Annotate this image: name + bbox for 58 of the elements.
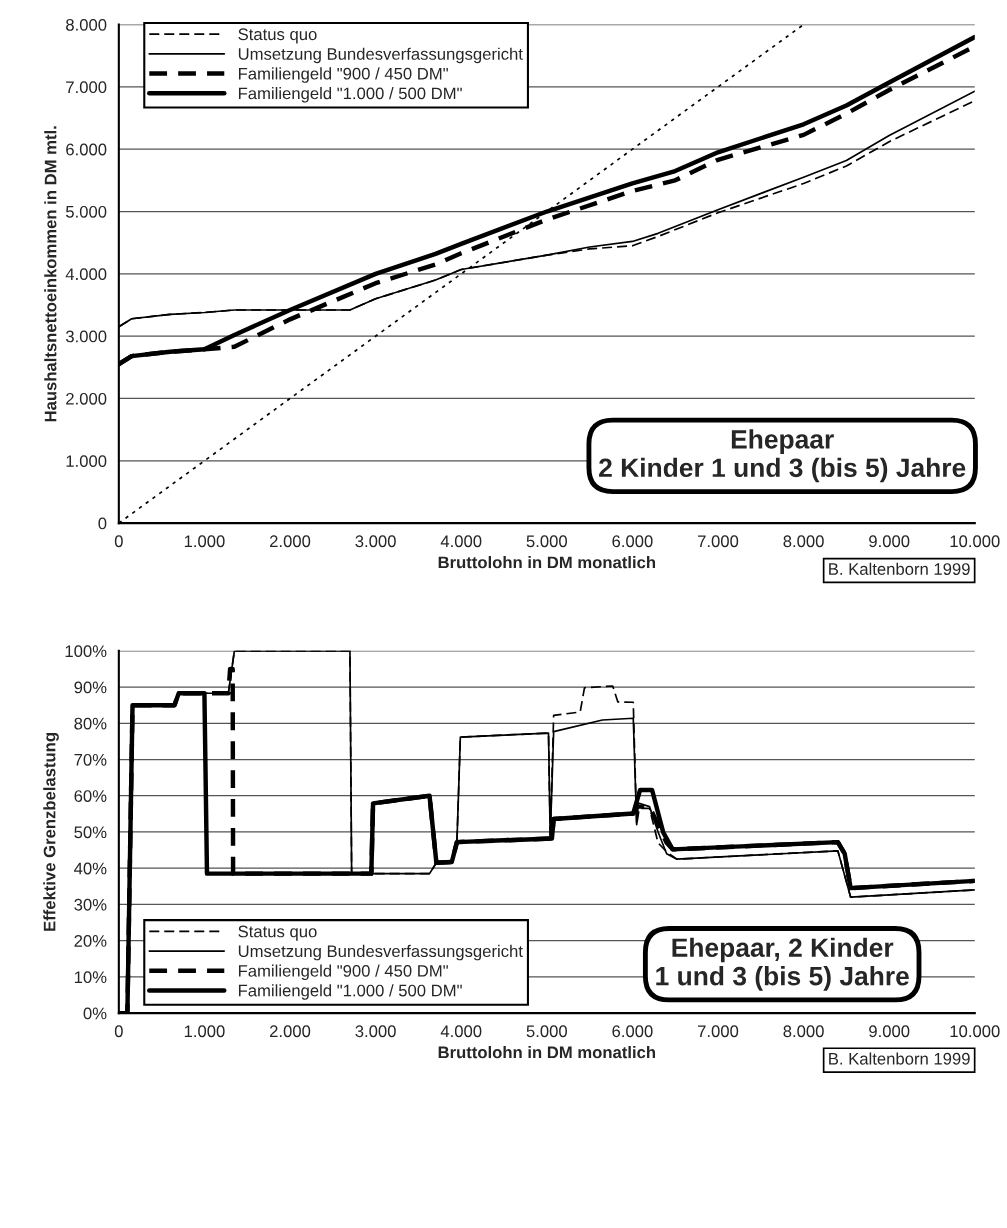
x-tick-label: 3.000 (355, 535, 396, 548)
text: B. Kaltenborn 1999 (829, 562, 970, 575)
x-tick-label: 5.000 (526, 535, 567, 548)
x-tick-label: 0 (114, 535, 123, 548)
annotation: Ehepaar 2 Kinder 1 und 3 (bis 5) Jahre (599, 429, 966, 483)
annotation: Ehepaar, 2 Kinder 1 und 3 (bis 5) Jahre (656, 937, 909, 991)
legend-label: Umsetzung Bundesverfassungsgericht (238, 47, 523, 64)
y-tick-label: 0% (83, 1007, 107, 1020)
x-tick-label: 8.000 (783, 535, 824, 548)
y-tick-label: 2.000 (66, 392, 107, 405)
x-tick-label: 0 (114, 1025, 123, 1038)
x-tick-label: 4.000 (440, 1025, 482, 1038)
legend-label: Familiengeld "1.000 / 500 DM" (238, 984, 462, 1000)
x-tick-label: 6.000 (612, 535, 653, 548)
x-axis-title: Bruttolohn in DM monatlich (438, 1046, 656, 1059)
y-tick-label: 40% (74, 862, 107, 875)
y-tick-label: 20% (74, 935, 107, 947)
x-tick-label: 7.000 (697, 1025, 739, 1038)
x-tick-label: 2.000 (270, 1025, 311, 1038)
y-tick-label: 0 (98, 517, 107, 530)
y-tick-label: 60% (74, 790, 107, 802)
y-tick-label: 7.000 (66, 81, 107, 94)
x-tick-label: 1.000 (184, 1025, 225, 1038)
y-tick-label: 100% (65, 645, 107, 658)
y-axis-title: Effektive Grenzbelastung (43, 733, 59, 931)
x-tick-label: 7.000 (697, 535, 739, 548)
x-tick-label: 9.000 (869, 535, 910, 548)
y-tick-label: 3.000 (65, 330, 107, 343)
legend-label: Status quo (238, 925, 317, 941)
y-tick-label: 90% (74, 681, 107, 694)
y-tick-label: 5.000 (65, 205, 107, 218)
x-tick-label: 10.000 (950, 1025, 1000, 1038)
y-axis-title: Haushaltsnettoeinkommen in DM mtl. (44, 126, 57, 422)
x-tick-label: 1.000 (184, 535, 225, 548)
y-tick-label: 50% (74, 826, 107, 839)
x-tick-label: 9.000 (869, 1025, 910, 1038)
x-tick-label: 6.000 (612, 1025, 653, 1038)
y-tick-label: 1.000 (66, 455, 107, 468)
y-tick-label: 70% (74, 753, 107, 766)
legend-label: Familiengeld "900 / 450 DM" (238, 964, 448, 981)
legend-label: Familiengeld "1.000 / 500 DM" (238, 87, 462, 103)
y-tick-label: 80% (74, 717, 107, 730)
x-axis-title: Bruttolohn in DM monatlich (438, 556, 656, 569)
x-tick-label: 8.000 (783, 1025, 824, 1038)
y-tick-label: 4.000 (65, 268, 107, 281)
legend-label: Familiengeld "900 / 450 DM" (238, 67, 448, 83)
x-tick-label: 3.000 (355, 1025, 396, 1038)
x-tick-label: 10.000 (950, 535, 1000, 548)
legend-label: Umsetzung Bundesverfassungsgericht (238, 944, 523, 961)
legend-label: Status quo (238, 28, 317, 44)
y-tick-label: 6.000 (66, 143, 107, 156)
x-tick-label: 2.000 (270, 535, 311, 548)
text: B. Kaltenborn 1999 (829, 1052, 970, 1065)
y-tick-label: 10% (74, 971, 107, 984)
x-tick-label: 5.000 (526, 1025, 567, 1038)
y-tick-label: 30% (74, 898, 107, 911)
x-tick-label: 4.000 (440, 535, 482, 548)
y-tick-label: 8.000 (66, 18, 107, 31)
